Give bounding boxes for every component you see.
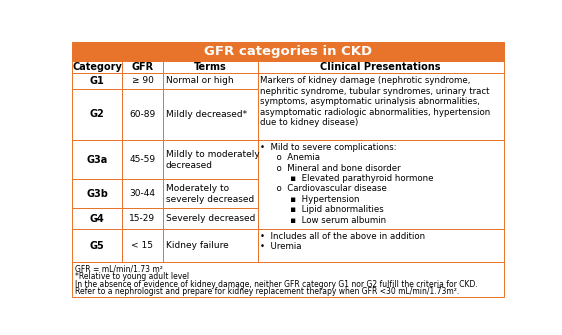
Text: Normal or high: Normal or high: [166, 76, 233, 85]
Text: 45-59: 45-59: [129, 155, 156, 164]
Text: Moderately to
severely decreased: Moderately to severely decreased: [166, 184, 254, 204]
Text: Severely decreased: Severely decreased: [166, 214, 255, 223]
Text: 30-44: 30-44: [129, 189, 156, 198]
Text: ≥ 90: ≥ 90: [132, 76, 153, 85]
Bar: [72, 140, 122, 180]
Bar: [72, 180, 122, 208]
Bar: [72, 61, 122, 73]
Text: 60-89: 60-89: [129, 110, 156, 119]
Bar: [258, 61, 504, 73]
Text: Mildly decreased*: Mildly decreased*: [166, 110, 247, 119]
Bar: [72, 89, 122, 140]
Text: G3a: G3a: [87, 155, 108, 165]
Bar: [258, 73, 504, 140]
Bar: [258, 140, 504, 229]
Text: G3b: G3b: [87, 189, 108, 199]
Text: Clinical Presentations: Clinical Presentations: [320, 62, 441, 72]
Text: G5: G5: [90, 241, 105, 251]
Bar: [122, 229, 163, 262]
Text: 15-29: 15-29: [129, 214, 156, 223]
Bar: [122, 89, 163, 140]
Bar: [163, 61, 258, 73]
Bar: [163, 180, 258, 208]
Text: *Relative to young adult level: *Relative to young adult level: [75, 272, 189, 281]
Text: •  Mild to severe complications:
      o  Anemia
      o  Mineral and bone disor: • Mild to severe complications: o Anemia…: [260, 143, 434, 225]
Bar: [163, 229, 258, 262]
Bar: [72, 73, 122, 89]
Bar: [72, 42, 504, 61]
Text: In the absence of evidence of kidney damage, neither GFR category G1 nor G2 fulf: In the absence of evidence of kidney dam…: [75, 280, 478, 288]
Bar: [72, 262, 504, 297]
Bar: [122, 140, 163, 180]
Bar: [122, 61, 163, 73]
Text: G2: G2: [90, 110, 105, 120]
Text: Refer to a nephrologist and prepare for kidney replacement therapy when GFR <30 : Refer to a nephrologist and prepare for …: [75, 287, 459, 296]
Text: Mildly to moderately
decreased: Mildly to moderately decreased: [166, 150, 259, 170]
Text: Kidney failure: Kidney failure: [166, 241, 228, 250]
Bar: [163, 89, 258, 140]
Text: GFR: GFR: [132, 62, 153, 72]
Bar: [122, 208, 163, 229]
Text: GFR categories in CKD: GFR categories in CKD: [204, 45, 372, 58]
Text: G4: G4: [90, 214, 105, 224]
Bar: [72, 208, 122, 229]
Text: Terms: Terms: [194, 62, 227, 72]
Bar: [72, 229, 122, 262]
Bar: [122, 73, 163, 89]
Text: •  Includes all of the above in addition
•  Uremia: • Includes all of the above in addition …: [260, 231, 425, 251]
Bar: [163, 208, 258, 229]
Bar: [163, 73, 258, 89]
Text: < 15: < 15: [132, 241, 153, 250]
Bar: [163, 140, 258, 180]
Bar: [258, 229, 504, 262]
Text: G1: G1: [90, 76, 105, 86]
Text: Markers of kidney damage (nephrotic syndrome,
nephritic syndrome, tubular syndro: Markers of kidney damage (nephrotic synd…: [260, 76, 491, 127]
Bar: [122, 180, 163, 208]
Text: Category: Category: [72, 62, 122, 72]
Text: GFR = mL/min/1.73 m²: GFR = mL/min/1.73 m²: [75, 265, 163, 274]
